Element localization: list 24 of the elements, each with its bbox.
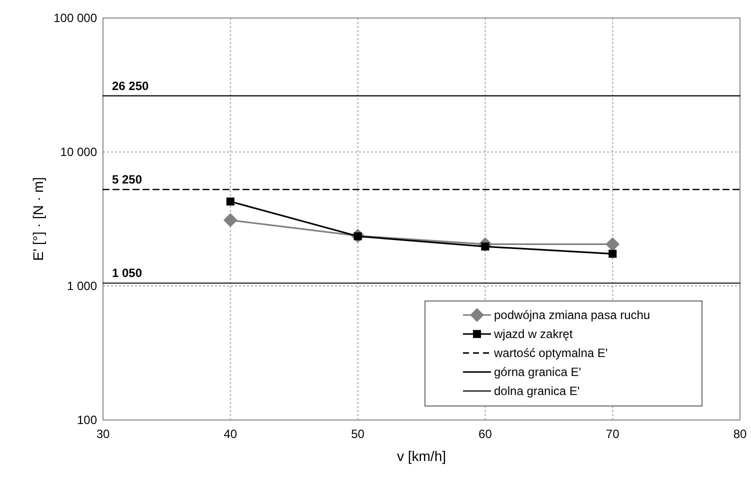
y-tick-label: 100 000 [54,11,98,25]
x-tick-label: 50 [351,427,365,441]
y-axis-title: E' [°] · [N · m] [30,177,46,261]
x-tick-label: 40 [224,427,238,441]
x-tick-label: 30 [96,427,110,441]
legend-label: wjazd w zakręt [493,327,574,341]
point [223,213,238,228]
y-tick-label: 100 [76,413,98,427]
legend-label: górna granica E' [494,365,582,379]
annotation: 5 250 [112,172,142,186]
x-tick-label: 80 [733,427,747,441]
annotation: 1 050 [112,266,142,280]
legend-label: podwójna zmiana pasa ruchu [494,308,650,322]
x-tick-label: 60 [478,427,492,441]
point [226,198,234,206]
point [608,250,617,258]
legend-label: wartość optymalna E' [493,346,608,360]
x-axis-title: v [km/h] [396,448,446,464]
x-tick-label: 70 [606,427,620,441]
y-tick-label: 1 000 [66,279,98,293]
point [606,237,620,252]
y-tick-label: 10 000 [60,145,98,159]
legend-label: dolna granica E' [494,384,580,398]
annotation: 26 250 [112,78,150,93]
